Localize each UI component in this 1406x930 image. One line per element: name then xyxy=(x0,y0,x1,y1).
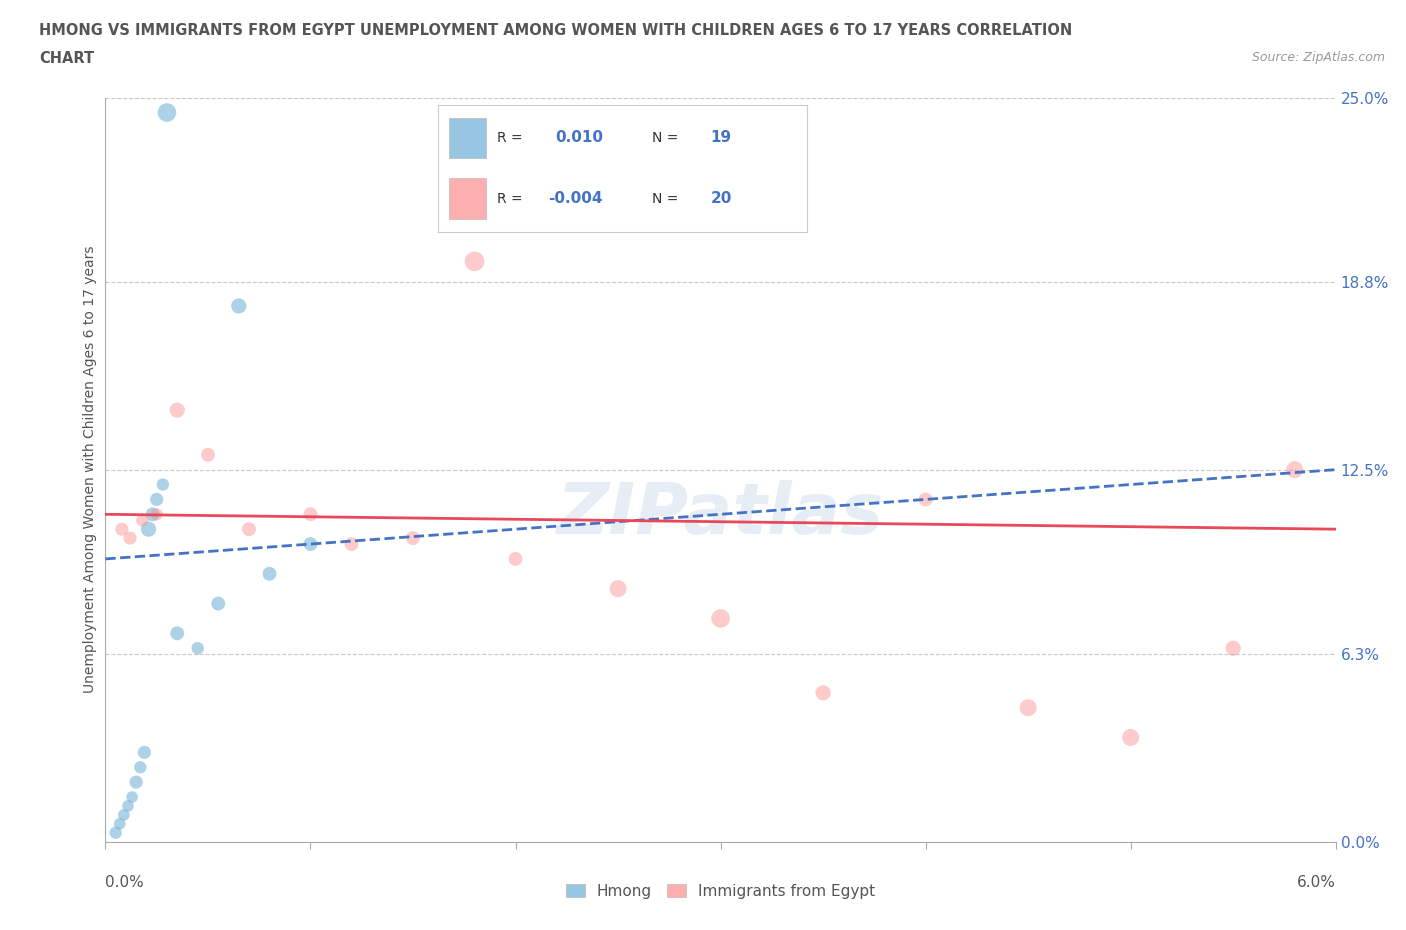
Point xyxy=(152,477,174,492)
Legend: Hmong, Immigrants from Egypt: Hmong, Immigrants from Egypt xyxy=(560,877,882,905)
Point xyxy=(340,537,363,551)
Point xyxy=(1119,730,1142,745)
Point xyxy=(134,745,156,760)
Point xyxy=(1284,462,1306,477)
Point xyxy=(111,522,134,537)
Point xyxy=(121,790,143,804)
Point xyxy=(914,492,936,507)
Text: 0.0%: 0.0% xyxy=(105,875,145,890)
Point xyxy=(299,507,322,522)
Point xyxy=(207,596,229,611)
Point xyxy=(166,626,188,641)
Point xyxy=(145,492,167,507)
Point xyxy=(166,403,188,418)
Point xyxy=(607,581,630,596)
Point xyxy=(142,507,165,522)
Point xyxy=(228,299,250,313)
Text: ZIPatlas: ZIPatlas xyxy=(557,480,884,549)
Point xyxy=(299,537,322,551)
Point xyxy=(238,522,260,537)
Point xyxy=(811,685,834,700)
Point xyxy=(1017,700,1039,715)
Point xyxy=(464,254,486,269)
Point xyxy=(402,531,425,546)
Point xyxy=(117,799,139,814)
Text: HMONG VS IMMIGRANTS FROM EGYPT UNEMPLOYMENT AMONG WOMEN WITH CHILDREN AGES 6 TO : HMONG VS IMMIGRANTS FROM EGYPT UNEMPLOYM… xyxy=(39,23,1073,38)
Point xyxy=(145,507,167,522)
Point xyxy=(120,531,141,546)
Point xyxy=(197,447,219,462)
Point xyxy=(112,807,135,822)
Y-axis label: Unemployment Among Women with Children Ages 6 to 17 years: Unemployment Among Women with Children A… xyxy=(83,246,97,694)
Point xyxy=(138,522,160,537)
Point xyxy=(505,551,527,566)
Point xyxy=(187,641,209,656)
Point xyxy=(156,105,179,120)
Text: 6.0%: 6.0% xyxy=(1296,875,1336,890)
Point xyxy=(125,775,148,790)
Point xyxy=(108,817,131,831)
Point xyxy=(1222,641,1244,656)
Text: Source: ZipAtlas.com: Source: ZipAtlas.com xyxy=(1251,51,1385,64)
Text: CHART: CHART xyxy=(39,51,94,66)
Point xyxy=(259,566,281,581)
Point xyxy=(129,760,152,775)
Point xyxy=(710,611,733,626)
Point xyxy=(131,512,153,527)
Point xyxy=(104,825,127,840)
